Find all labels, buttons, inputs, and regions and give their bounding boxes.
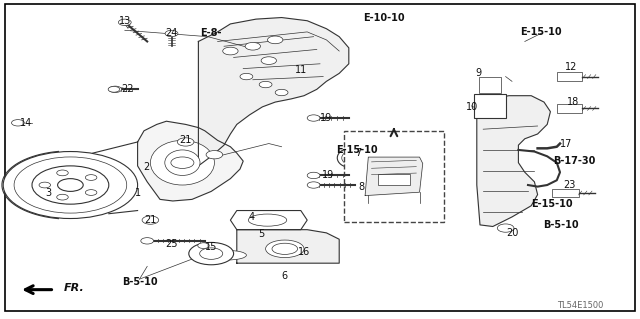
Text: 7: 7 — [355, 148, 362, 158]
Polygon shape — [365, 157, 423, 195]
Text: 25: 25 — [165, 239, 178, 249]
Ellipse shape — [165, 150, 200, 175]
Text: 17: 17 — [560, 138, 573, 149]
Circle shape — [142, 216, 159, 224]
Text: 22: 22 — [122, 84, 134, 94]
Circle shape — [200, 248, 223, 259]
Ellipse shape — [208, 250, 246, 260]
Circle shape — [189, 242, 234, 265]
Text: 19: 19 — [320, 113, 333, 123]
Polygon shape — [230, 211, 307, 230]
Ellipse shape — [150, 140, 214, 185]
Text: 21: 21 — [179, 135, 192, 145]
Text: 4: 4 — [248, 212, 255, 222]
Circle shape — [118, 19, 131, 26]
Circle shape — [261, 57, 276, 64]
Text: B-17-30: B-17-30 — [554, 156, 596, 166]
Bar — [557, 104, 582, 113]
Text: 10: 10 — [465, 102, 478, 112]
Bar — [474, 94, 506, 118]
Ellipse shape — [266, 240, 304, 258]
Text: 19: 19 — [321, 170, 334, 181]
Circle shape — [57, 170, 68, 176]
Bar — [557, 72, 582, 81]
Text: TL54E1500: TL54E1500 — [557, 301, 604, 310]
Polygon shape — [477, 96, 550, 226]
Circle shape — [259, 81, 272, 88]
Circle shape — [177, 138, 194, 146]
Bar — [479, 77, 501, 93]
Text: 16: 16 — [298, 247, 310, 257]
Circle shape — [85, 190, 97, 196]
Text: 13: 13 — [118, 16, 131, 26]
Circle shape — [240, 73, 253, 80]
Text: E-8-: E-8- — [200, 28, 222, 39]
Circle shape — [497, 224, 514, 232]
Circle shape — [245, 42, 260, 50]
Text: E-15-10: E-15-10 — [336, 145, 378, 155]
Circle shape — [32, 166, 109, 204]
Text: 1: 1 — [134, 188, 141, 198]
Circle shape — [3, 152, 138, 219]
Circle shape — [108, 86, 120, 92]
Text: 5: 5 — [258, 229, 264, 240]
Circle shape — [307, 182, 320, 188]
Polygon shape — [138, 121, 243, 201]
Text: 6: 6 — [282, 271, 288, 281]
Circle shape — [223, 47, 238, 55]
Text: FR.: FR. — [64, 283, 84, 293]
Text: E-15-10: E-15-10 — [520, 27, 562, 37]
Bar — [344, 131, 444, 222]
Text: 15: 15 — [205, 242, 218, 252]
Ellipse shape — [272, 243, 298, 255]
Circle shape — [109, 86, 122, 93]
Circle shape — [171, 157, 194, 168]
Text: 21: 21 — [144, 215, 157, 225]
Text: E-10-10: E-10-10 — [363, 12, 405, 23]
Text: 11: 11 — [294, 65, 307, 75]
Text: 8: 8 — [358, 182, 365, 192]
Text: E-15-10: E-15-10 — [531, 199, 573, 209]
Circle shape — [12, 120, 24, 126]
Circle shape — [39, 182, 51, 188]
Circle shape — [14, 157, 127, 213]
Circle shape — [141, 238, 154, 244]
Text: B-5-10: B-5-10 — [543, 220, 579, 230]
Ellipse shape — [248, 214, 287, 226]
Text: 23: 23 — [563, 180, 576, 190]
Text: 3: 3 — [45, 188, 51, 198]
Circle shape — [58, 179, 83, 191]
Text: B-5-10: B-5-10 — [122, 277, 157, 287]
Circle shape — [307, 172, 320, 179]
Bar — [552, 189, 579, 197]
Ellipse shape — [337, 148, 364, 167]
Text: 12: 12 — [565, 62, 578, 72]
Text: 9: 9 — [476, 68, 482, 78]
Text: 2: 2 — [143, 162, 149, 173]
Bar — [378, 174, 410, 185]
Text: 20: 20 — [506, 228, 518, 238]
Circle shape — [165, 30, 178, 37]
Text: 14: 14 — [19, 118, 32, 128]
Circle shape — [307, 115, 320, 121]
Circle shape — [85, 174, 97, 180]
Circle shape — [206, 151, 223, 159]
Polygon shape — [198, 18, 349, 166]
Circle shape — [57, 194, 68, 200]
Text: 24: 24 — [165, 28, 178, 39]
Circle shape — [275, 89, 288, 96]
Ellipse shape — [342, 151, 360, 165]
Circle shape — [198, 243, 209, 249]
Circle shape — [268, 36, 283, 44]
Text: 18: 18 — [566, 97, 579, 107]
Polygon shape — [237, 230, 339, 263]
